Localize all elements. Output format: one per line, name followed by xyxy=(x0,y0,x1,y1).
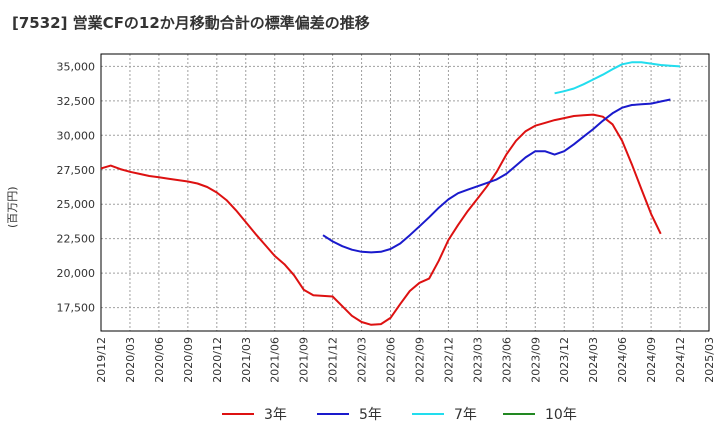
x-tick-label: 2020/09 xyxy=(182,337,195,383)
x-tick-label: 2022/09 xyxy=(413,337,426,383)
grid-layer xyxy=(100,54,710,331)
plot-frame xyxy=(100,53,710,332)
x-tick-label: 2024/12 xyxy=(674,337,687,383)
x-tick-label: 2019/12 xyxy=(95,337,108,383)
legend-label: 5年 xyxy=(359,407,382,423)
x-tick-label: 2020/12 xyxy=(211,337,224,383)
x-tick-label: 2021/09 xyxy=(298,337,311,383)
x-tick-label: 2020/06 xyxy=(153,337,166,383)
x-tick-label: 2022/06 xyxy=(385,337,398,383)
legend-label: 3年 xyxy=(264,407,287,423)
x-tick-label: 2024/06 xyxy=(616,337,629,383)
x-tick-label: 2021/06 xyxy=(269,337,282,383)
legend-label: 10年 xyxy=(545,407,577,423)
legend-label: 7年 xyxy=(454,407,477,423)
x-tick-label: 2023/06 xyxy=(500,337,513,383)
chart-title: [7532] 営業CFの12か月移動合計の標準偏差の推移 xyxy=(12,14,370,32)
y-tick-label: 30,000 xyxy=(57,129,96,142)
x-tick-labels: 2019/12 2020/03 2020/06 2020/09 2020/12 2021/… xyxy=(95,337,716,383)
x-tick-label: 2024/09 xyxy=(645,337,658,383)
y-tick-label: 22,500 xyxy=(57,233,96,246)
legend: 3年 5年 7年 10年 xyxy=(222,407,577,423)
series-line-5年 xyxy=(322,98,671,254)
x-tick-label: 2021/12 xyxy=(327,337,340,383)
x-tick-label: 2023/12 xyxy=(558,337,571,383)
y-tick-label: 17,500 xyxy=(57,302,96,315)
y-tick-label: 27,500 xyxy=(57,164,96,177)
x-tick-label: 2022/03 xyxy=(356,337,369,383)
y-tick-label: 35,000 xyxy=(57,60,96,73)
x-tick-label: 2022/12 xyxy=(442,337,455,383)
x-tick-label: 2021/03 xyxy=(240,337,253,383)
y-tick-label: 32,500 xyxy=(57,95,96,108)
x-tick-label: 2020/03 xyxy=(124,337,137,383)
series-layer xyxy=(100,61,681,326)
x-tick-label: 2025/03 xyxy=(703,337,716,383)
y-tick-labels: 17,500 20,000 22,500 25,000 27,500 30,000 32,5… xyxy=(57,60,96,314)
series-line-7年 xyxy=(554,61,681,95)
x-tick-label: 2023/09 xyxy=(529,337,542,383)
series-line-3年 xyxy=(100,113,662,326)
y-tick-label: 25,000 xyxy=(57,198,96,211)
x-tick-label: 2024/03 xyxy=(587,337,600,383)
y-tick-label: 20,000 xyxy=(57,267,96,280)
x-tick-label: 2023/03 xyxy=(471,337,484,383)
